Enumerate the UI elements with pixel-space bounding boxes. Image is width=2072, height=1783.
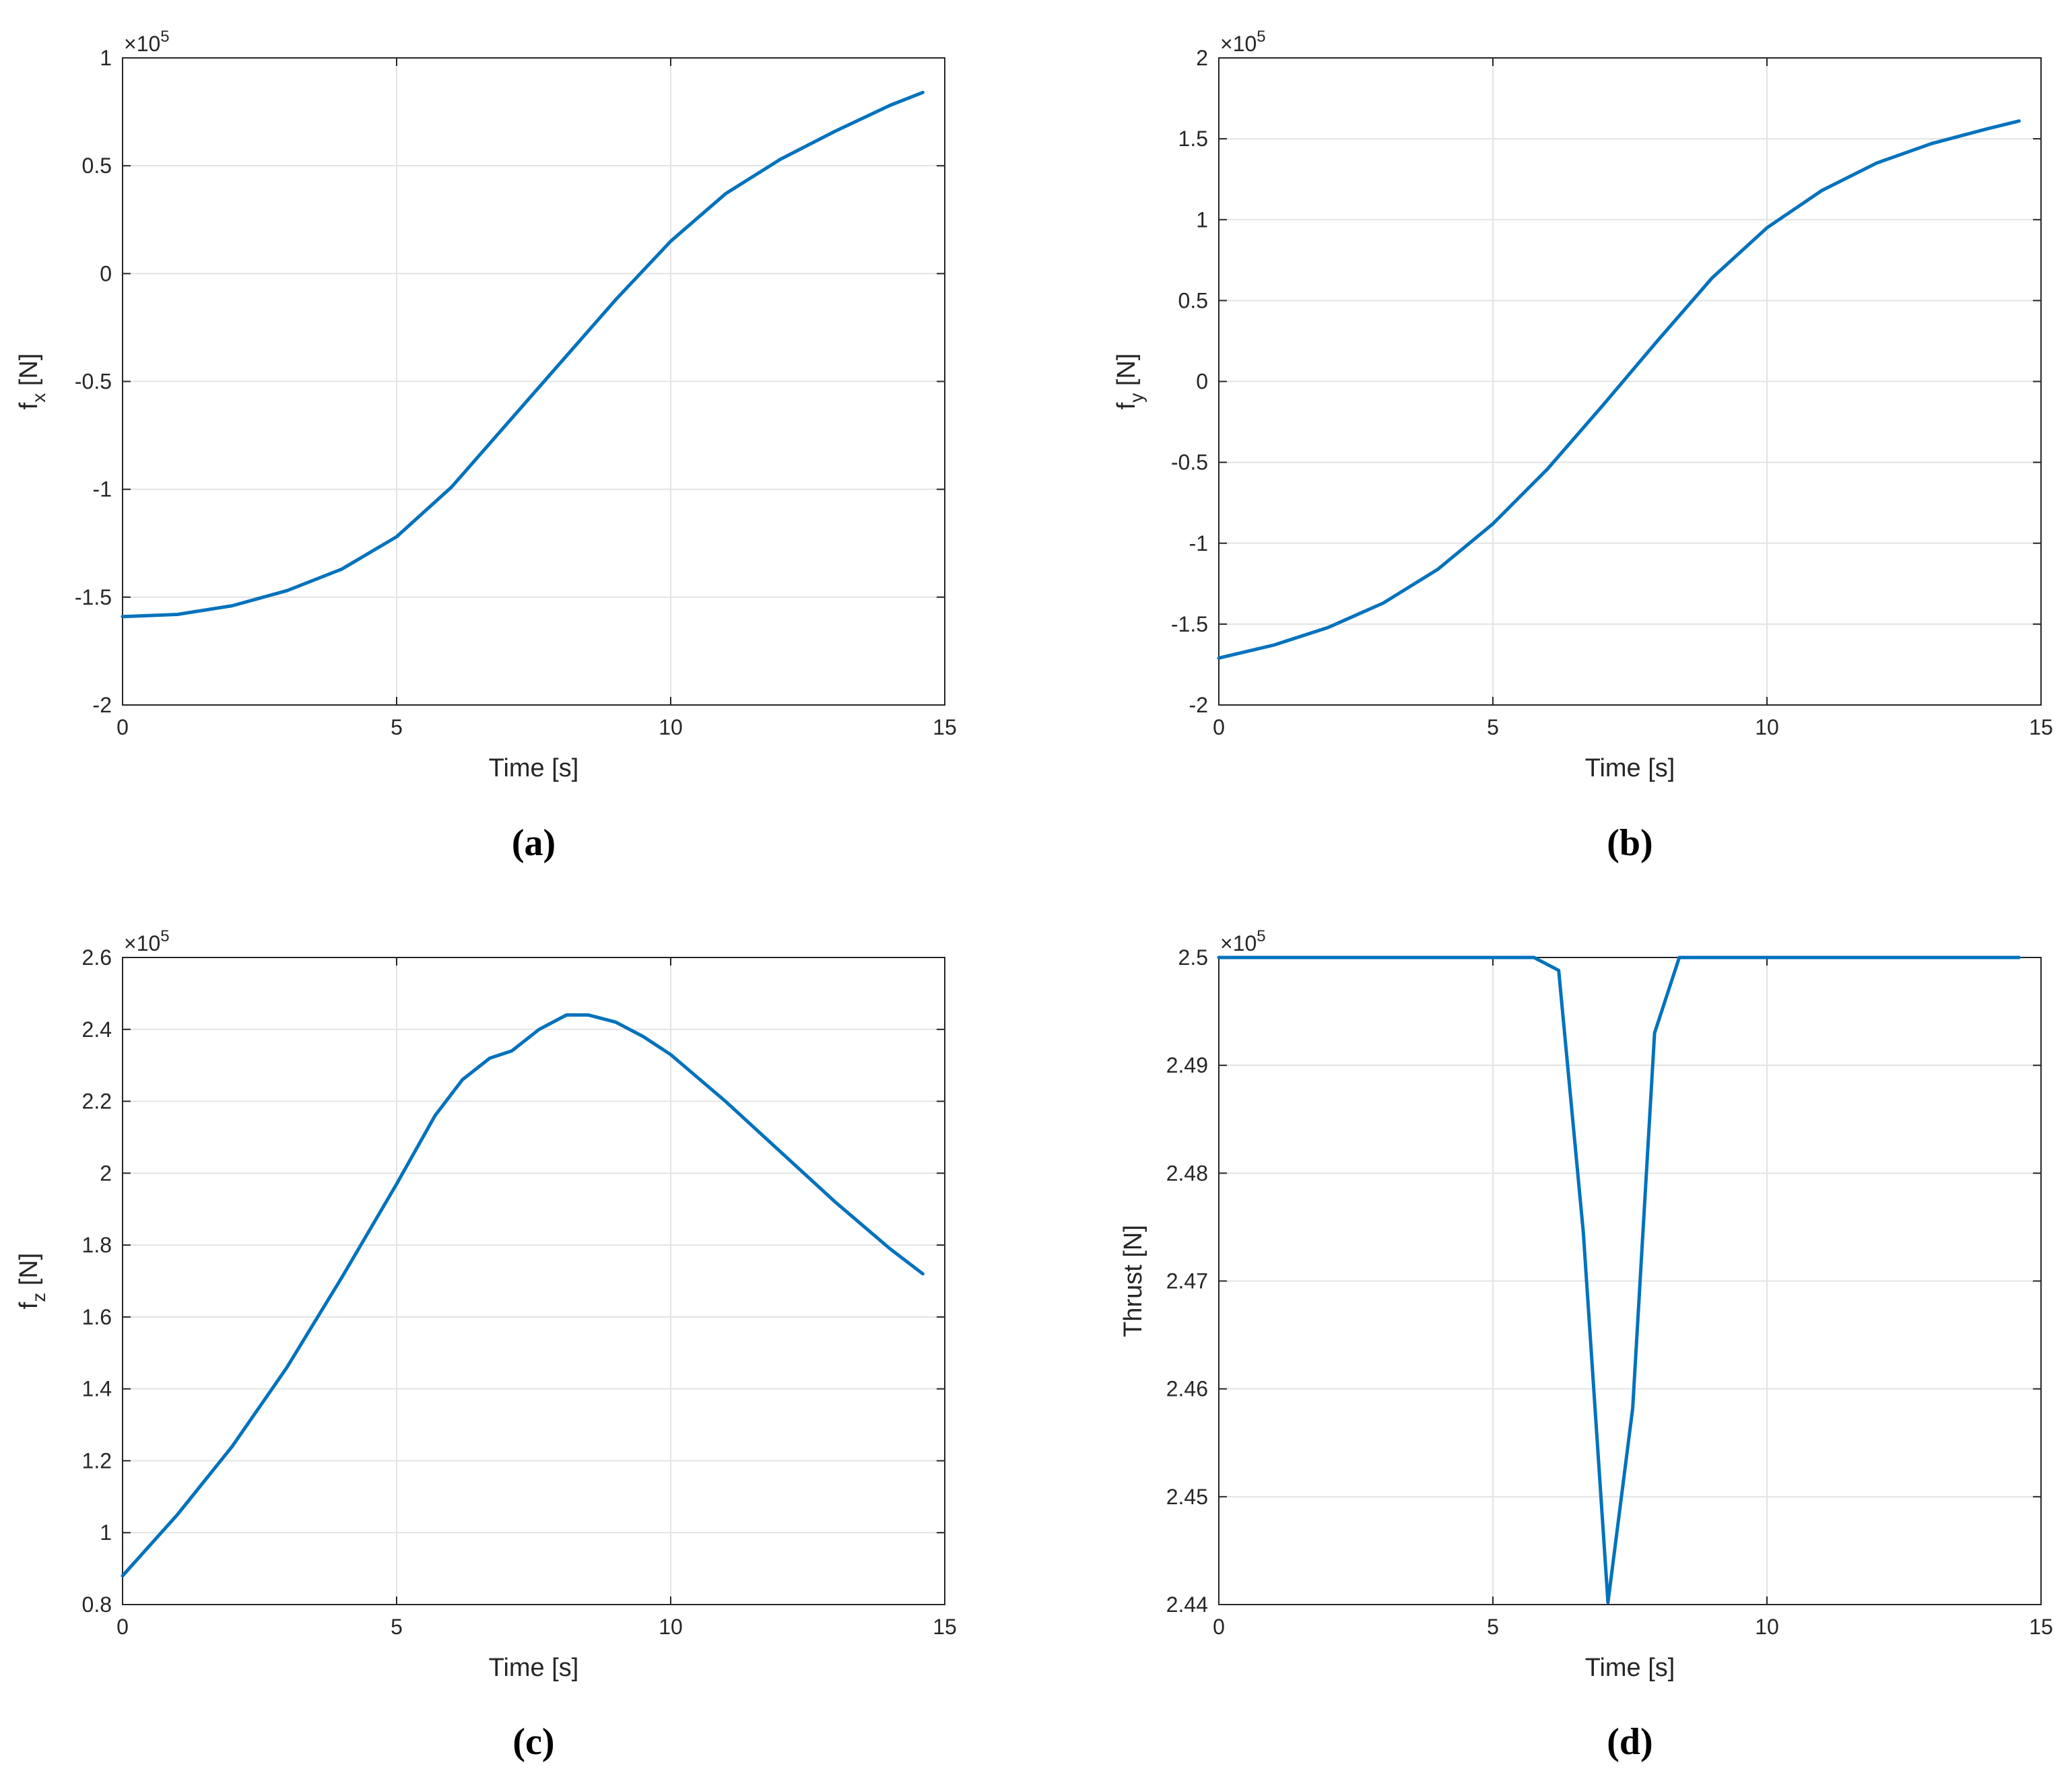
axis-exponent-label: ×105 xyxy=(1220,927,1266,955)
y-tick-label: -2 xyxy=(1189,693,1208,717)
y-tick-label: 1.6 xyxy=(82,1305,112,1329)
x-axis-label: Time [s] xyxy=(489,1654,579,1682)
y-tick-label: 2.47 xyxy=(1166,1269,1208,1293)
x-tick-label: 15 xyxy=(933,1615,957,1639)
x-axis-label: Time [s] xyxy=(1585,754,1675,782)
y-tick-label: 2.2 xyxy=(82,1089,112,1114)
series-line xyxy=(1217,119,2021,660)
x-tick-label: 0 xyxy=(1213,715,1225,739)
y-tick-label: 0.5 xyxy=(82,154,112,178)
y-axis-label: fx [N] xyxy=(15,354,49,410)
y-tick-label: 1.2 xyxy=(82,1448,112,1473)
x-tick-label: 15 xyxy=(933,715,957,739)
series-line xyxy=(121,1013,925,1578)
y-tick-label: 2.46 xyxy=(1166,1377,1208,1401)
y-axis-label: fz [N] xyxy=(15,1253,49,1310)
y-tick-label: -2 xyxy=(93,693,112,717)
x-tick-label: 0 xyxy=(116,715,129,739)
axis-exponent-label: ×105 xyxy=(124,927,170,955)
chart-panel-a: 0 5 10 15 -2 -1.5 -1 -0.5 0 0.5 1 ×105 Time [s] fx [N… xyxy=(15,28,957,864)
series-line xyxy=(1217,955,2021,1605)
y-tick-label: 2.5 xyxy=(1178,945,1208,970)
panel-caption: (b) xyxy=(1607,822,1652,864)
y-tick-label: 2.44 xyxy=(1166,1592,1208,1617)
y-tick-label: -1 xyxy=(1189,531,1208,556)
x-tick-label: 0 xyxy=(1213,1615,1225,1639)
x-tick-label: 15 xyxy=(2029,715,2053,739)
x-tick-label: 0 xyxy=(116,1615,129,1639)
y-tick-label: 2.45 xyxy=(1166,1485,1208,1509)
y-tick-label: 2.49 xyxy=(1166,1053,1208,1077)
axis-exponent-label: ×105 xyxy=(124,28,170,56)
x-tick-label: 15 xyxy=(2029,1615,2053,1639)
y-tick-label: 1 xyxy=(100,1520,112,1545)
panel-caption: (d) xyxy=(1607,1721,1652,1763)
y-tick-label: -0.5 xyxy=(75,370,112,394)
x-tick-label: 5 xyxy=(1487,1615,1499,1639)
y-tick-label: -1 xyxy=(93,477,112,502)
x-axis-label: Time [s] xyxy=(1585,1654,1675,1682)
axes-box xyxy=(122,957,945,1605)
chart-panel-d: 0 5 10 15 2.44 2.45 2.46 2.47 2.48 2.49 2.5 ×105 Tim… xyxy=(1119,927,2053,1763)
y-tick-label: 2 xyxy=(100,1161,112,1185)
y-tick-label: 1.8 xyxy=(82,1233,112,1257)
x-tick-label: 5 xyxy=(391,715,403,739)
x-tick-label: 10 xyxy=(1755,715,1779,739)
y-tick-label: 0 xyxy=(100,261,112,285)
axis-exponent-label: ×105 xyxy=(1220,28,1266,56)
x-tick-label: 10 xyxy=(659,715,683,739)
y-tick-label: 1.5 xyxy=(1178,127,1208,151)
y-tick-label: 0.8 xyxy=(82,1592,112,1617)
y-tick-label: 0 xyxy=(1196,370,1208,394)
y-tick-label: -0.5 xyxy=(1171,450,1208,475)
chart-panel-b: 0 5 10 15 -2 -1.5 -1 -0.5 0 0.5 1 1.5 2 ×105 Time [s] f… xyxy=(1112,28,2053,864)
y-tick-label: 2.48 xyxy=(1166,1161,1208,1185)
y-tick-label: -1.5 xyxy=(1171,612,1208,636)
panel-caption: (c) xyxy=(512,1721,554,1763)
panel-caption: (a) xyxy=(512,822,556,864)
y-tick-label: 2.6 xyxy=(82,945,112,970)
x-axis-label: Time [s] xyxy=(489,754,579,782)
y-tick-label: -1.5 xyxy=(75,585,112,609)
y-axis-label: Thrust [N] xyxy=(1119,1225,1147,1337)
y-tick-label: 2.4 xyxy=(82,1017,112,1042)
y-tick-label: 2 xyxy=(1196,46,1208,70)
y-tick-label: 0.5 xyxy=(1178,288,1208,312)
y-tick-label: 1 xyxy=(1196,207,1208,232)
x-tick-label: 10 xyxy=(1755,1615,1779,1639)
series-line xyxy=(121,90,925,619)
chart-panel-c: 0 5 10 15 0.8 1 1.2 1.4 1.6 1.8 2 2.2 2.4 2.6 ×105 Time… xyxy=(15,927,957,1763)
y-tick-label: 1.4 xyxy=(82,1377,112,1401)
y-axis-label: fy [N] xyxy=(1112,354,1147,410)
x-tick-label: 10 xyxy=(659,1615,683,1639)
y-tick-label: 1 xyxy=(100,46,112,70)
x-tick-label: 5 xyxy=(391,1615,403,1639)
x-tick-label: 5 xyxy=(1487,715,1499,739)
